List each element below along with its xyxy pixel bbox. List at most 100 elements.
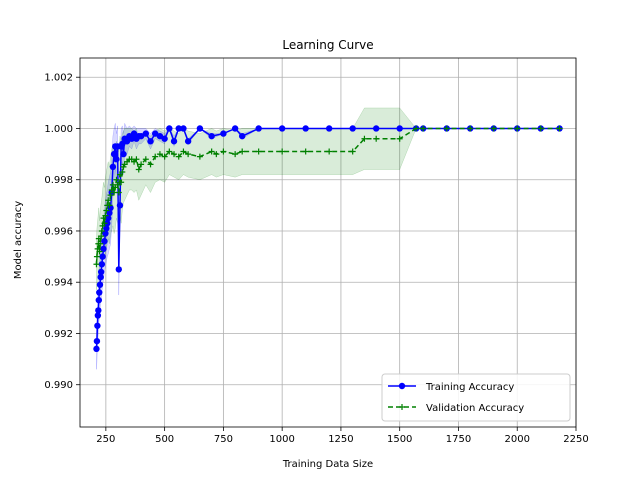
- training-accuracy-point: [110, 150, 118, 158]
- training-accuracy-point: [93, 337, 101, 345]
- training-accuracy-point: [106, 209, 113, 217]
- validation-accuracy-point: [166, 148, 173, 155]
- training-accuracy-point: [95, 307, 102, 314]
- validation-accuracy-point: [93, 253, 100, 260]
- training-accuracy-point: [208, 132, 215, 140]
- x-tick-label: 2250: [563, 434, 588, 445]
- training-accuracy-point: [115, 266, 122, 273]
- y-tick-label: 1.000: [44, 124, 73, 135]
- validation-accuracy-point: [537, 125, 544, 132]
- validation-accuracy-point: [208, 148, 215, 155]
- training-accuracy-point: [166, 125, 173, 132]
- validation-accuracy-point: [118, 179, 125, 186]
- legend: Training Accuracy Validation Accuracy: [381, 373, 571, 422]
- validation-accuracy-point: [420, 125, 427, 132]
- validation-accuracy-point: [396, 135, 403, 142]
- legend-training-label: Training Accuracy: [425, 382, 514, 393]
- validation-accuracy-point: [361, 135, 368, 142]
- x-tick-label: 1250: [328, 434, 353, 445]
- validation-accuracy-point: [105, 197, 112, 204]
- y-tick-label: 0.996: [44, 226, 73, 237]
- training-accuracy-point: [116, 202, 124, 209]
- validation-accuracy-point: [114, 181, 121, 188]
- training-accuracy-point: [396, 125, 403, 132]
- validation-accuracy-point: [239, 148, 246, 155]
- training-accuracy-point: [142, 130, 150, 137]
- validation-accuracy-point: [133, 156, 140, 163]
- training-accuracy-point: [103, 225, 110, 232]
- validation-accuracy-point: [98, 233, 105, 240]
- training-accuracy-point: [93, 345, 100, 353]
- training-accuracy-point: [170, 138, 178, 145]
- validation-accuracy-point: [185, 151, 192, 158]
- training-accuracy-point: [147, 138, 154, 145]
- validation-accuracy-point: [302, 148, 309, 155]
- training-accuracy-point: [302, 125, 309, 132]
- training-accuracy-point: [119, 140, 126, 148]
- validation-accuracy-point: [279, 148, 286, 155]
- validation-accuracy-point: [135, 166, 142, 173]
- validation-accuracy-point: [152, 153, 159, 160]
- training-accuracy-point: [175, 125, 182, 132]
- x-axis-label: Training Data Size: [282, 459, 373, 470]
- training-accuracy-point: [196, 125, 204, 132]
- validation-accuracy-point: [103, 207, 110, 214]
- validation-accuracy-point: [101, 220, 108, 227]
- training-accuracy-point: [278, 125, 286, 132]
- training-accuracy-point: [101, 238, 108, 245]
- training-accuracy-point: [128, 135, 135, 142]
- training-accuracy-point: [238, 132, 246, 140]
- validation-accuracy-point: [138, 161, 145, 168]
- training-accuracy-point: [180, 125, 187, 132]
- validation-accuracy-point: [180, 148, 187, 155]
- training-accuracy-point: [113, 156, 120, 163]
- training-accuracy-point: [137, 132, 145, 140]
- legend-frame: [381, 373, 571, 422]
- validation-accuracy-point: [115, 189, 122, 196]
- y-axis-label: Model accuracy: [13, 201, 24, 279]
- plot-area: 250 500 750 1000 1250 1500 1750 2000 2250 0.990 0.…: [44, 57, 589, 445]
- chart-title: Learning Curve: [282, 38, 373, 52]
- validation-accuracy-point: [467, 125, 474, 132]
- validation-accuracy-point: [97, 240, 104, 247]
- validation-accuracy-point: [113, 176, 120, 183]
- plot-frame: [79, 57, 577, 428]
- validation-accuracy-point: [196, 153, 203, 160]
- x-tick-label: 750: [214, 434, 233, 445]
- training-accuracy-point: [255, 125, 262, 132]
- training-accuracy-point: [120, 150, 127, 158]
- training-accuracy-point: [156, 132, 164, 140]
- validation-accuracy-point: [490, 125, 497, 132]
- validation-accuracy-point: [156, 151, 163, 158]
- series-group: [93, 107, 563, 370]
- validation-accuracy-point: [255, 148, 262, 155]
- validation-accuracy-line: [95, 127, 560, 265]
- plot-background: [80, 58, 576, 427]
- training-accuracy-point: [98, 261, 106, 268]
- validation-accuracy-point: [147, 161, 154, 168]
- x-tick-label: 500: [155, 434, 174, 445]
- validation-accuracy-point: [232, 151, 239, 158]
- training-accuracy-point: [96, 281, 104, 288]
- training-accuracy-point: [325, 125, 333, 132]
- training-accuracy-point: [102, 230, 109, 237]
- validation-accuracy-point: [443, 125, 450, 132]
- training-accuracy-point: [123, 138, 131, 145]
- training-accuracy-point: [184, 138, 192, 145]
- validation-accuracy-point: [413, 125, 420, 132]
- training-accuracy-point: [220, 130, 227, 137]
- validation-accuracy-point: [119, 169, 126, 176]
- y-tick-label: 1.002: [44, 73, 73, 84]
- training-accuracy-point: [94, 312, 102, 319]
- training-accuracy-point: [97, 273, 104, 281]
- legend-training-marker: [398, 382, 406, 390]
- x-tick-label: 1000: [269, 434, 294, 445]
- training-accuracy-point: [349, 125, 356, 132]
- validation-accuracy-point: [556, 125, 563, 132]
- x-tick-label: 1750: [446, 434, 471, 445]
- validation-accuracy-point: [171, 151, 178, 158]
- training-accuracy-point: [372, 125, 380, 132]
- training-accuracy-point: [105, 214, 112, 222]
